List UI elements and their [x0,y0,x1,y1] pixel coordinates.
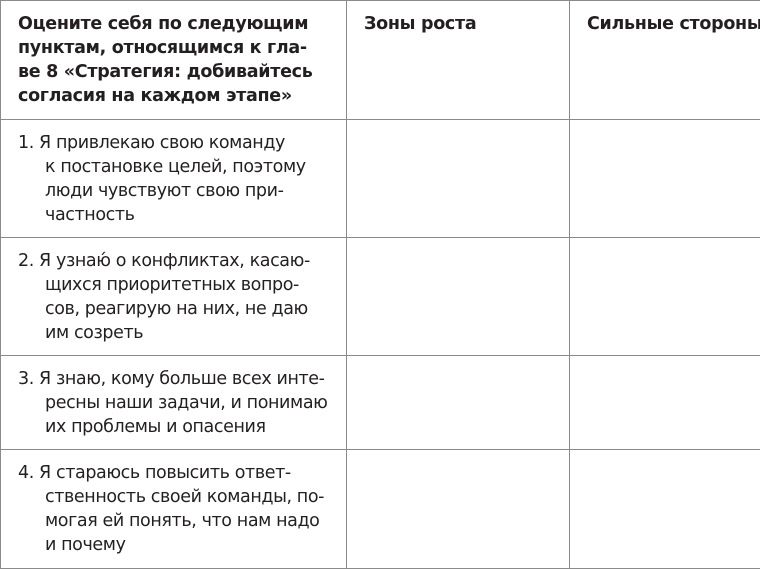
text-line: им созреть [45,323,144,343]
growth-zones-cell[interactable] [346,119,570,238]
growth-zones-cell[interactable] [346,449,570,569]
text-line: ственность своей команды, по- [45,487,325,507]
text-line: 2. Я узнаю́ о конфликтах, касаю- [18,251,310,271]
text-line: к постановке целей, поэтому [45,157,306,177]
criterion-cell: 3. Я знаю, кому больше всех инте- ресны … [0,355,347,450]
text-line: люди чувствуют свою при- [45,181,284,201]
header-line: Оцените себя по следующим [18,14,309,34]
table-row: 1. Я привлекаю свою команду к постановке… [0,119,760,238]
table-row: 4. Я стараюсь повысить ответ- ственность… [0,449,760,569]
text-line: и почему [45,535,126,555]
table-row: 3. Я знаю, кому больше всех инте- ресны … [0,355,760,450]
header-growth-zones: Зоны роста [346,0,570,120]
header-criteria: Оцените себя по следующим пунктам, относ… [0,0,347,120]
header-line: пунктам, относящимся к гла- [18,38,307,58]
header-strengths: Сильные стороны [569,0,760,120]
strengths-cell[interactable] [569,237,760,356]
strengths-cell[interactable] [569,449,760,569]
header-line: согласия на каждом этапе» [18,86,292,106]
text-line: 1. Я привлекаю свою команду [18,133,285,153]
text-line: щихся приоритетных вопро- [45,275,299,295]
growth-zones-cell[interactable] [346,237,570,356]
criterion-cell: 1. Я привлекаю свою команду к постановке… [0,119,347,238]
text-line: сов, реагирую на них, не даю [45,299,308,319]
criterion-cell: 4. Я стараюсь повысить ответ- ственность… [0,449,347,569]
strengths-cell[interactable] [569,355,760,450]
header-line: ве 8 «Стратегия: добивайтесь [18,62,313,82]
text-line: 3. Я знаю, кому больше всех инте- [18,369,325,389]
text-line: могая ей понять, что нам надо [45,511,320,531]
criterion-cell: 2. Я узнаю́ о конфликтах, касаю- щихся п… [0,237,347,356]
text-line: их проблемы и опасения [45,417,266,437]
strengths-cell[interactable] [569,119,760,238]
growth-zones-cell[interactable] [346,355,570,450]
text-line: частность [45,205,135,225]
text-line: 4. Я стараюсь повысить ответ- [18,463,291,483]
table-header-row: Оцените себя по следующим пунктам, относ… [0,0,760,120]
table-row: 2. Я узнаю́ о конфликтах, касаю- щихся п… [0,237,760,356]
text-line: ресны наши задачи, и понимаю [45,393,328,413]
